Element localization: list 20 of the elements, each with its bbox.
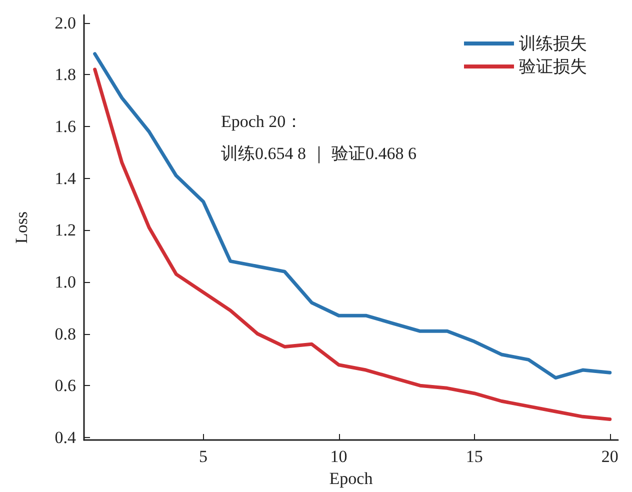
y-tick-label: 2.0	[54, 13, 76, 32]
x-tick-label: 20	[601, 447, 618, 466]
y-tick-label: 1.8	[54, 65, 76, 84]
y-tick-label: 1.4	[54, 168, 76, 188]
line-series	[93, 52, 612, 380]
y-tick-label: 0.6	[54, 376, 76, 396]
annotation: 训练0.654 8 ｜ 验证0.468 6	[221, 144, 416, 164]
y-tick-label: 0.8	[54, 324, 76, 344]
y-tick-label: 1.2	[54, 220, 76, 240]
y-axis-title: Loss	[12, 211, 31, 244]
annotation: Epoch 20：	[221, 112, 303, 131]
x-tick-label: 5	[199, 447, 208, 466]
y-tick-label: 0.4	[54, 428, 76, 447]
x-tick-label: 10	[330, 447, 348, 466]
y-tick-label: 1.0	[54, 272, 76, 292]
y-tick-label: 1.6	[54, 116, 76, 136]
x-tick-label: 15	[466, 447, 483, 466]
legend-label: 训练损失	[519, 34, 587, 53]
x-axis-title: Epoch	[329, 469, 374, 488]
legend-label: 验证损失	[519, 57, 587, 76]
